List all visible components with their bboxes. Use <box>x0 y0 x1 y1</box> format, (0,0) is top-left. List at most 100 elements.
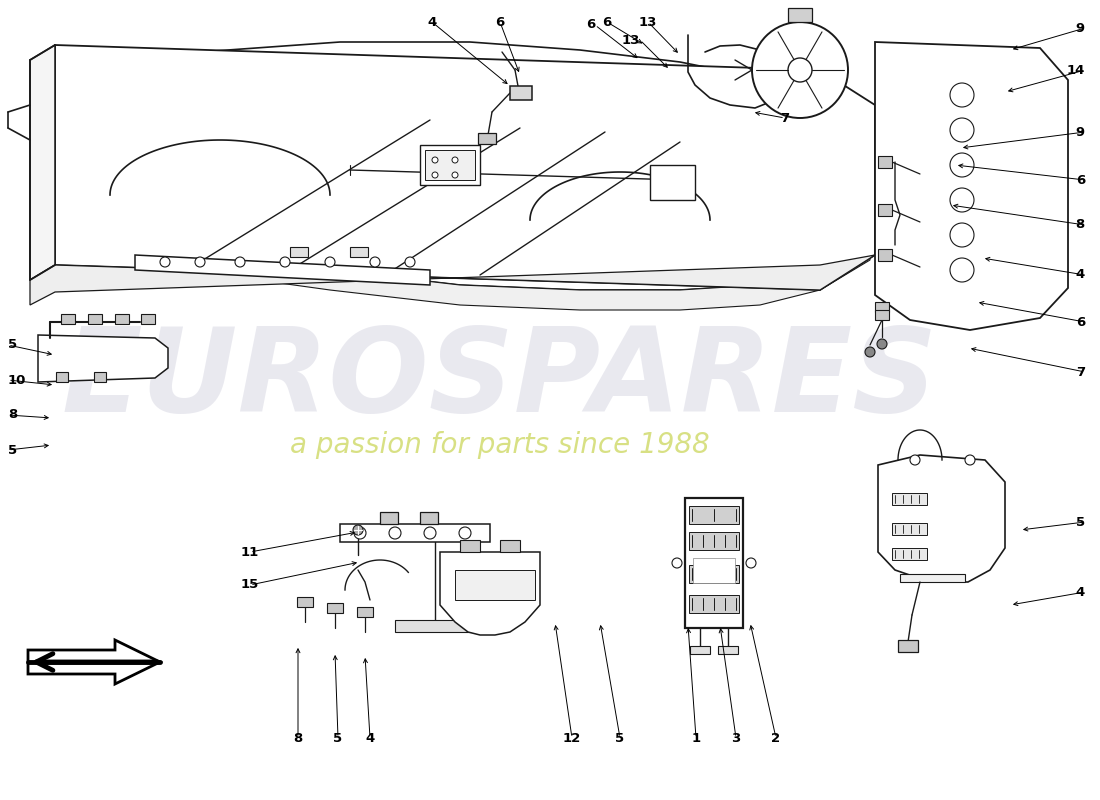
Text: 8: 8 <box>1076 218 1085 231</box>
Circle shape <box>452 172 458 178</box>
Circle shape <box>452 157 458 163</box>
Circle shape <box>752 22 848 118</box>
Text: 13: 13 <box>639 15 657 29</box>
Bar <box>60 314 75 324</box>
Polygon shape <box>135 255 430 285</box>
Polygon shape <box>440 552 540 635</box>
Bar <box>420 512 438 524</box>
Bar <box>141 314 155 324</box>
Bar <box>500 540 520 552</box>
Text: 13: 13 <box>621 34 640 46</box>
Text: 14: 14 <box>1067 63 1085 77</box>
Text: 7: 7 <box>780 111 790 125</box>
Text: 2: 2 <box>771 731 781 745</box>
Text: a passion for parts since 1988: a passion for parts since 1988 <box>290 431 710 459</box>
Polygon shape <box>28 640 160 684</box>
Circle shape <box>865 347 874 357</box>
Circle shape <box>280 257 290 267</box>
Bar <box>88 314 102 324</box>
Text: 3: 3 <box>732 731 740 745</box>
Text: 4: 4 <box>1076 269 1085 282</box>
Circle shape <box>354 527 366 539</box>
Circle shape <box>432 157 438 163</box>
Bar <box>693 558 735 583</box>
Circle shape <box>672 558 682 568</box>
Polygon shape <box>55 232 870 310</box>
Bar <box>788 8 812 22</box>
Bar <box>350 247 368 257</box>
Bar <box>874 310 889 320</box>
Bar <box>297 597 313 607</box>
Circle shape <box>160 257 170 267</box>
Text: 4: 4 <box>1076 586 1085 598</box>
Text: 9: 9 <box>1076 22 1085 34</box>
Bar <box>718 646 738 654</box>
Text: 9: 9 <box>1076 126 1085 138</box>
Polygon shape <box>878 455 1005 582</box>
Polygon shape <box>30 45 55 280</box>
Text: 5: 5 <box>333 731 342 745</box>
Text: 7: 7 <box>1076 366 1085 378</box>
Bar <box>478 133 496 144</box>
Text: 5: 5 <box>8 443 18 457</box>
Polygon shape <box>55 45 874 290</box>
Text: 8: 8 <box>294 731 302 745</box>
Polygon shape <box>39 335 168 382</box>
Text: 10: 10 <box>8 374 26 386</box>
Bar <box>510 86 532 100</box>
Bar <box>689 565 739 583</box>
Bar <box>892 548 927 560</box>
Circle shape <box>877 339 887 349</box>
Bar <box>455 570 535 600</box>
Text: 6: 6 <box>1076 174 1085 186</box>
Bar <box>898 640 918 652</box>
Circle shape <box>424 527 436 539</box>
Circle shape <box>950 83 974 107</box>
Bar <box>395 620 475 632</box>
Circle shape <box>324 257 336 267</box>
Polygon shape <box>55 120 870 290</box>
Text: 15: 15 <box>241 578 260 591</box>
Text: 1: 1 <box>692 731 701 745</box>
Text: 4: 4 <box>365 731 375 745</box>
Bar <box>340 524 490 542</box>
Bar <box>379 512 398 524</box>
Bar <box>685 498 742 628</box>
Polygon shape <box>55 42 870 185</box>
Bar <box>900 574 965 582</box>
Circle shape <box>459 527 471 539</box>
Bar <box>878 156 892 168</box>
Circle shape <box>405 257 415 267</box>
Circle shape <box>370 257 379 267</box>
Circle shape <box>910 455 920 465</box>
Text: 6: 6 <box>495 15 505 29</box>
Text: 11: 11 <box>241 546 260 558</box>
Bar <box>892 523 927 535</box>
Polygon shape <box>874 42 1068 330</box>
Bar <box>878 249 892 261</box>
Circle shape <box>950 153 974 177</box>
Circle shape <box>965 455 975 465</box>
Bar <box>327 603 343 613</box>
Polygon shape <box>30 255 875 305</box>
Text: 5: 5 <box>615 731 625 745</box>
Text: 6: 6 <box>603 15 612 29</box>
Bar <box>425 150 475 180</box>
Bar <box>689 595 739 613</box>
Circle shape <box>950 223 974 247</box>
Bar <box>460 540 480 552</box>
Circle shape <box>950 118 974 142</box>
Bar <box>874 302 889 312</box>
Bar <box>358 607 373 617</box>
Circle shape <box>432 172 438 178</box>
Bar <box>892 493 927 505</box>
Bar <box>689 532 739 550</box>
Text: 5: 5 <box>1076 515 1085 529</box>
Circle shape <box>788 58 812 82</box>
Bar <box>689 506 739 524</box>
Text: 6: 6 <box>1076 315 1085 329</box>
Circle shape <box>389 527 402 539</box>
Bar <box>290 247 308 257</box>
Text: EUROSPARES: EUROSPARES <box>62 322 938 438</box>
Circle shape <box>195 257 205 267</box>
